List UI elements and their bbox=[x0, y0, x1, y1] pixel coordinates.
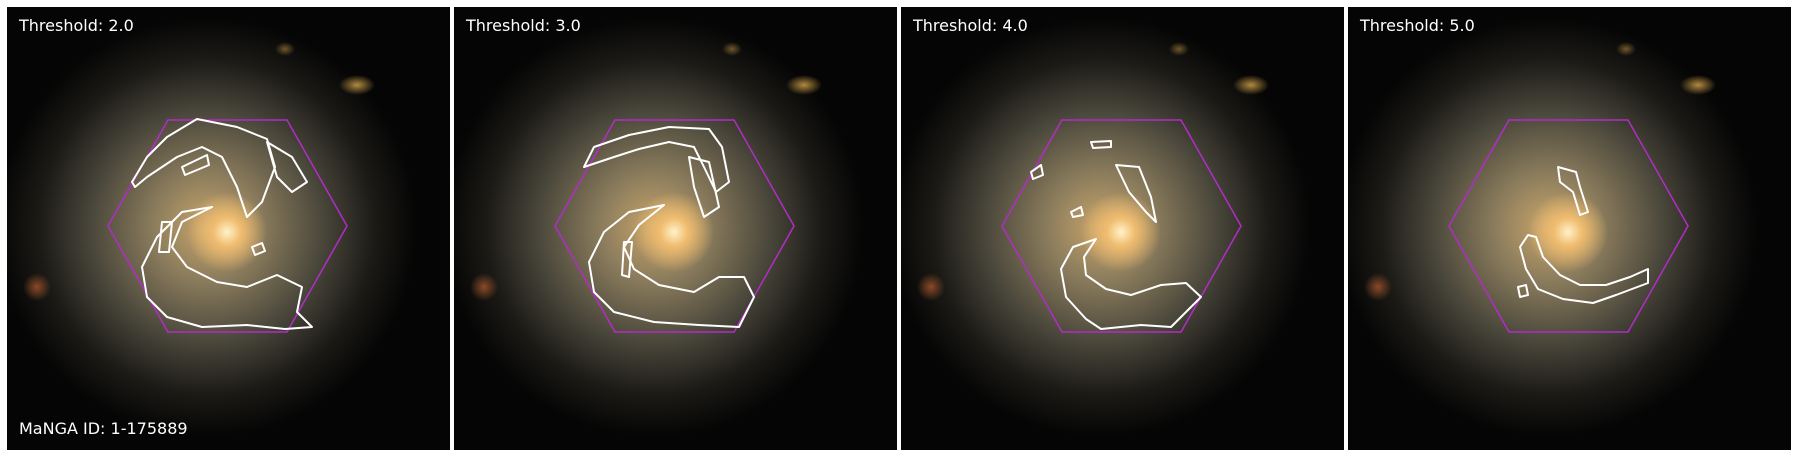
background-source bbox=[1616, 42, 1636, 56]
panel-threshold-5: Threshold: 5.0 bbox=[1348, 7, 1791, 450]
ifu-hexagon bbox=[107, 119, 348, 333]
ifu-hexagon bbox=[1448, 119, 1689, 333]
panel-title: Threshold: 5.0 bbox=[1360, 16, 1475, 35]
arm-contours bbox=[583, 126, 755, 328]
panel-threshold-4: Threshold: 4.0 bbox=[901, 7, 1344, 450]
background-source bbox=[1680, 75, 1716, 95]
arm-contours bbox=[1517, 166, 1649, 304]
galaxy-core bbox=[1081, 192, 1161, 272]
panel-title: Threshold: 2.0 bbox=[19, 16, 134, 35]
background-source bbox=[917, 273, 945, 301]
background-source bbox=[1169, 42, 1189, 56]
galaxy-core bbox=[1528, 192, 1608, 272]
galaxy-image bbox=[901, 7, 1344, 450]
background-source bbox=[722, 42, 742, 56]
galaxy-core bbox=[187, 192, 267, 272]
panel-threshold-2: Threshold: 2.0 MaNGA ID: 1-175889 bbox=[7, 7, 450, 450]
background-source bbox=[786, 75, 822, 95]
panel-title: Threshold: 3.0 bbox=[466, 16, 581, 35]
background-source bbox=[1364, 273, 1392, 301]
background-source bbox=[275, 42, 295, 56]
background-source bbox=[470, 273, 498, 301]
arm-contours bbox=[1030, 140, 1202, 330]
arm-contours bbox=[131, 118, 313, 330]
galaxy-core bbox=[634, 192, 714, 272]
background-source bbox=[1233, 75, 1269, 95]
background-source bbox=[23, 273, 51, 301]
ifu-hexagon bbox=[554, 119, 795, 333]
galaxy-image bbox=[7, 7, 450, 450]
panel-threshold-3: Threshold: 3.0 bbox=[454, 7, 897, 450]
panel-title: Threshold: 4.0 bbox=[913, 16, 1028, 35]
galaxy-image bbox=[1348, 7, 1791, 450]
galaxy-image bbox=[454, 7, 897, 450]
manga-id-label: MaNGA ID: 1-175889 bbox=[19, 419, 188, 438]
ifu-hexagon bbox=[1001, 119, 1242, 333]
background-source bbox=[339, 75, 375, 95]
